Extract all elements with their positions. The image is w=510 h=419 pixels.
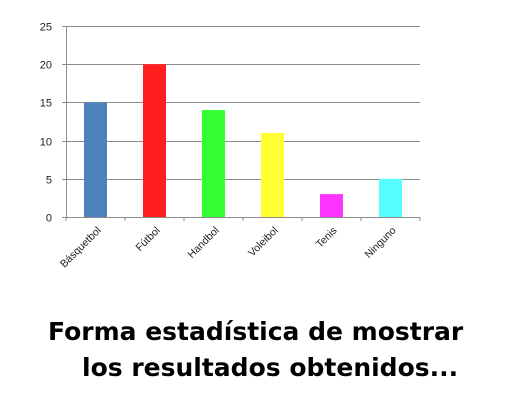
- y-tick-label: 10: [40, 137, 52, 149]
- bar-básquetbol: [84, 102, 107, 217]
- y-axis-tick-labels: 0 5 10 15 20 25: [40, 22, 52, 225]
- y-tick-label: 25: [40, 22, 52, 34]
- bar-fútbol: [143, 64, 166, 217]
- bar-voleibol: [261, 133, 284, 217]
- x-category-label: Fútbol: [133, 225, 162, 254]
- bar-ninguno: [379, 178, 402, 217]
- x-category-label: Voleibol: [246, 225, 280, 259]
- chart-canvas: 0 5 10 15 20 25 Básquetbol Fútbol Handbol Voleib…: [40, 22, 421, 271]
- y-tick-label: 20: [40, 60, 52, 72]
- caption-line-1: Forma estadística de mostrar: [48, 317, 464, 346]
- y-tick-label: 5: [46, 175, 52, 187]
- x-category-label: Tenis: [314, 225, 340, 251]
- caption: Forma estadística de mostrar los resulta…: [0, 310, 510, 410]
- gridlines: [66, 26, 420, 180]
- bar-tenis: [320, 194, 343, 217]
- caption-line-2: los resultados obtenidos...: [82, 353, 459, 382]
- x-axis-category-labels: Básquetbol Fútbol Handbol Voleibol Tenis Ning…: [58, 225, 399, 271]
- x-category-label: Handbol: [185, 225, 221, 261]
- y-tick-label: 0: [46, 213, 52, 225]
- bar-chart: 0 5 10 15 20 25 Básquetbol Fútbol Handbol Voleib…: [40, 22, 421, 271]
- axes: [62, 26, 421, 221]
- y-tick-label: 15: [40, 98, 52, 110]
- bars: [84, 64, 402, 217]
- x-category-label: Ninguno: [362, 225, 398, 261]
- x-category-label: Básquetbol: [58, 225, 104, 271]
- bar-handbol: [202, 110, 225, 217]
